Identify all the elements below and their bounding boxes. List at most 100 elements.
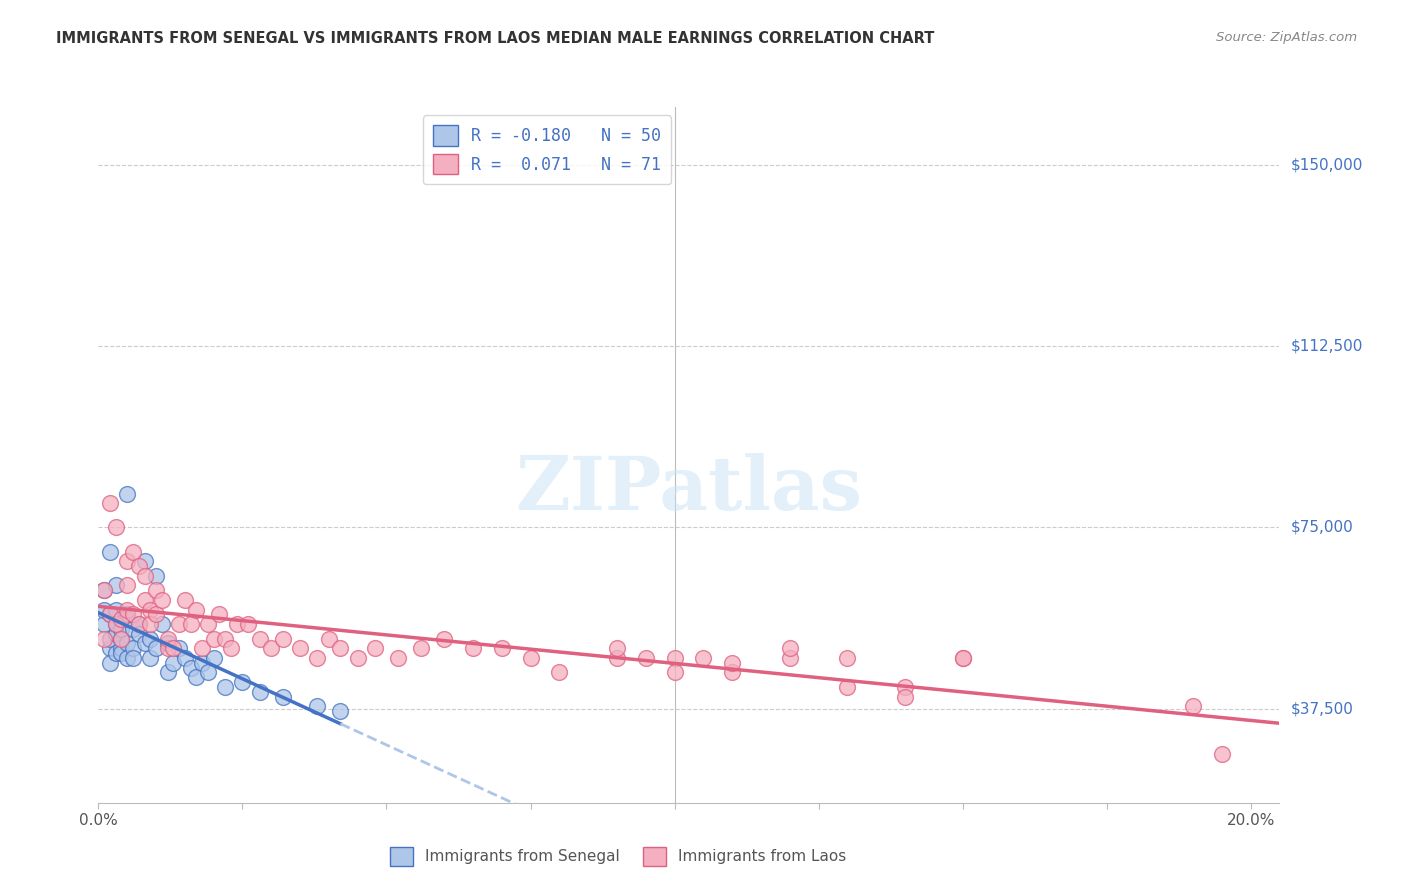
Point xyxy=(664,665,686,680)
Point xyxy=(548,665,571,680)
Point xyxy=(307,651,329,665)
Point xyxy=(122,607,145,622)
Point xyxy=(122,544,145,558)
Point xyxy=(110,612,132,626)
Point xyxy=(173,651,195,665)
Point xyxy=(150,592,173,607)
Legend: R = -0.180   N = 50, R =  0.071   N = 71: R = -0.180 N = 50, R = 0.071 N = 71 xyxy=(423,115,672,185)
Point xyxy=(180,660,202,674)
Point xyxy=(128,617,150,632)
Point xyxy=(104,602,127,616)
Point xyxy=(197,665,219,680)
Point xyxy=(156,632,179,646)
Point xyxy=(433,632,456,646)
Point xyxy=(156,636,179,650)
Point xyxy=(329,704,352,718)
Point xyxy=(110,632,132,646)
Point xyxy=(329,641,352,656)
Text: ZIPatlas: ZIPatlas xyxy=(516,453,862,526)
Point xyxy=(894,680,917,694)
Point xyxy=(186,602,208,616)
Point xyxy=(115,578,138,592)
Point xyxy=(93,617,115,632)
Point xyxy=(145,568,167,582)
Point xyxy=(128,617,150,632)
Point xyxy=(307,699,329,714)
Point xyxy=(173,592,195,607)
Point xyxy=(180,617,202,632)
Point xyxy=(93,602,115,616)
Point xyxy=(104,646,127,660)
Point xyxy=(93,583,115,598)
Point xyxy=(134,636,156,650)
Point xyxy=(128,559,150,574)
Point xyxy=(98,641,121,656)
Point xyxy=(231,675,253,690)
Point xyxy=(156,665,179,680)
Point xyxy=(894,690,917,704)
Point xyxy=(145,641,167,656)
Point xyxy=(692,651,714,665)
Point xyxy=(364,641,387,656)
Point xyxy=(128,626,150,640)
Point xyxy=(115,651,138,665)
Point xyxy=(98,607,121,622)
Point xyxy=(145,583,167,598)
Point xyxy=(387,651,409,665)
Point xyxy=(115,486,138,500)
Point xyxy=(225,617,247,632)
Text: Source: ZipAtlas.com: Source: ZipAtlas.com xyxy=(1216,31,1357,45)
Point xyxy=(952,651,974,665)
Point xyxy=(162,656,184,670)
Point xyxy=(167,641,190,656)
Point xyxy=(98,607,121,622)
Point xyxy=(219,641,242,656)
Point xyxy=(288,641,311,656)
Point xyxy=(271,690,294,704)
Point xyxy=(145,607,167,622)
Point xyxy=(214,680,236,694)
Point xyxy=(134,554,156,568)
Point xyxy=(156,641,179,656)
Point xyxy=(139,632,162,646)
Point xyxy=(115,554,138,568)
Point xyxy=(139,602,162,616)
Point xyxy=(952,651,974,665)
Point xyxy=(98,544,121,558)
Point xyxy=(139,651,162,665)
Point xyxy=(779,651,801,665)
Point xyxy=(104,626,127,640)
Point xyxy=(134,568,156,582)
Point xyxy=(837,680,859,694)
Text: $150,000: $150,000 xyxy=(1291,158,1362,172)
Text: IMMIGRANTS FROM SENEGAL VS IMMIGRANTS FROM LAOS MEDIAN MALE EARNINGS CORRELATION: IMMIGRANTS FROM SENEGAL VS IMMIGRANTS FR… xyxy=(56,31,935,46)
Point xyxy=(139,617,162,632)
Point xyxy=(93,583,115,598)
Point xyxy=(721,665,744,680)
Point xyxy=(150,617,173,632)
Point xyxy=(346,651,368,665)
Point xyxy=(122,641,145,656)
Point xyxy=(238,617,260,632)
Point xyxy=(271,632,294,646)
Point xyxy=(110,641,132,656)
Point xyxy=(167,617,190,632)
Point xyxy=(606,641,628,656)
Point xyxy=(214,632,236,646)
Point xyxy=(122,651,145,665)
Point xyxy=(197,617,219,632)
Point xyxy=(606,651,628,665)
Text: $75,000: $75,000 xyxy=(1291,520,1354,535)
Point xyxy=(134,592,156,607)
Point xyxy=(104,617,127,632)
Text: $112,500: $112,500 xyxy=(1291,339,1362,354)
Point xyxy=(98,632,121,646)
Point xyxy=(115,636,138,650)
Point xyxy=(110,646,132,660)
Point xyxy=(191,656,214,670)
Point xyxy=(98,656,121,670)
Point xyxy=(115,612,138,626)
Point xyxy=(634,651,657,665)
Point xyxy=(104,520,127,534)
Point xyxy=(318,632,340,646)
